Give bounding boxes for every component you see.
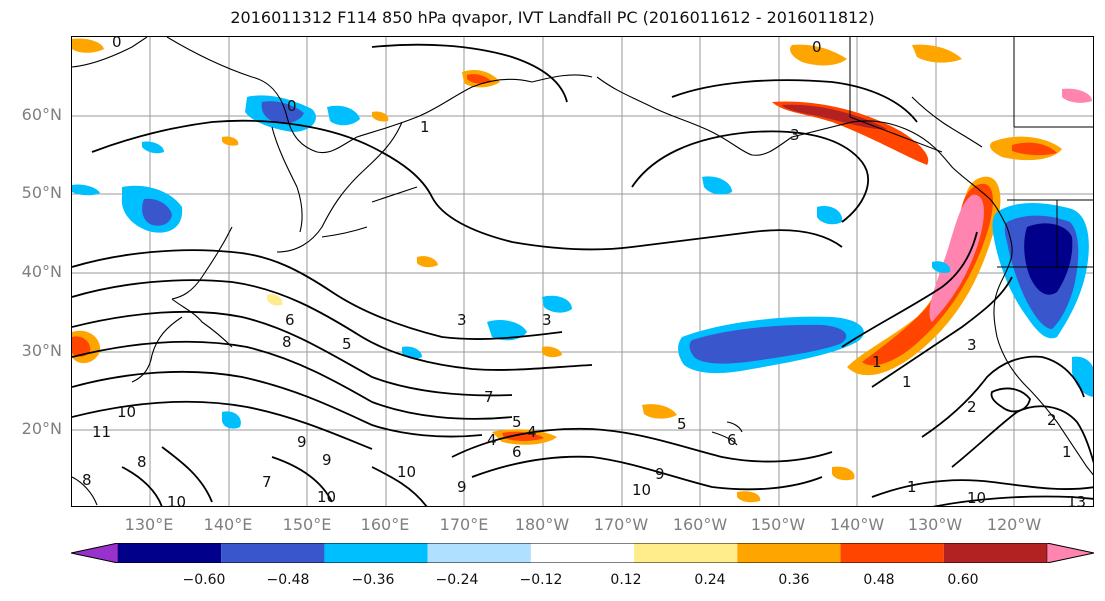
colorbar-tick-label: 0.48: [863, 572, 895, 588]
lon-label-160e: 160°E: [360, 515, 410, 534]
lat-label-40n: 40°N: [21, 262, 62, 281]
qvapor-positive-anomaly-shading: [72, 38, 1092, 503]
contour-label: 1: [907, 478, 917, 496]
map-canvas: 0 0 0 1 3 6 8 5 3 3 7 5 4 4 6 9 9 8 7 9 …: [72, 37, 1093, 507]
contour-value-labels: 0 0 0 1 3 6 8 5 3 3 7 5 4 4 6 9 9 8 7 9 …: [82, 37, 1086, 507]
contour-label: 8: [282, 333, 292, 351]
colorbar-extend-low: [70, 542, 119, 564]
lon-label-160w: 160°W: [672, 515, 728, 534]
lon-label-140w: 140°W: [829, 515, 885, 534]
colorbar-segment: [943, 543, 1047, 563]
contour-label: 8: [82, 471, 92, 489]
lon-label-130w: 130°W: [907, 515, 963, 534]
lon-label-150w: 150°W: [750, 515, 806, 534]
contour-label: 10: [397, 463, 416, 481]
lon-label-140e: 140°E: [203, 515, 253, 534]
figure-title: 2016011312 F114 850 hPa qvapor, IVT Land…: [230, 8, 875, 27]
contour-label: 1: [1062, 443, 1072, 461]
colorbar-segment: [427, 543, 531, 563]
colorbar-segment: [840, 543, 944, 563]
contour-label: 10: [967, 489, 986, 507]
colorbar-tick-label: −0.48: [266, 572, 310, 588]
colorbar-segment: [324, 543, 428, 563]
lon-label-170e: 170°E: [439, 515, 489, 534]
colorbar-extend-high: [1046, 542, 1095, 564]
map-panel: 0 0 0 1 3 6 8 5 3 3 7 5 4 4 6 9 9 8 7 9 …: [71, 36, 1094, 507]
contour-label: 0: [112, 37, 122, 51]
lat-label-30n: 30°N: [21, 341, 62, 360]
colorbar-segment: [530, 543, 635, 563]
contour-label: 9: [457, 478, 467, 496]
colorbar-tick-label: 0.36: [778, 572, 810, 588]
contour-label: 6: [512, 443, 522, 461]
colorbar-tick-label: 0.60: [947, 572, 979, 588]
contour-label: 10: [167, 493, 186, 507]
lon-label-180w: 180°W: [514, 515, 570, 534]
contour-label: 11: [92, 423, 111, 441]
ivt-contours: [72, 43, 1093, 506]
colorbar-segment: [221, 543, 325, 563]
contour-label: 3: [967, 336, 977, 354]
contour-label: 9: [322, 451, 332, 469]
contour-label: 2: [1047, 411, 1057, 429]
contour-label: 3: [457, 311, 467, 329]
graticule: [72, 37, 1093, 506]
qvapor-negative-anomaly-shading: [72, 95, 1093, 429]
boundaries: [849, 37, 1093, 268]
colorbar-tick-label: −0.24: [435, 572, 479, 588]
colorbar: [70, 542, 1095, 564]
colorbar-segment: [118, 543, 222, 563]
contour-label: 3: [542, 311, 552, 329]
contour-label: 4: [487, 431, 497, 449]
contour-label: 9: [655, 465, 665, 483]
contour-label: 1: [872, 353, 882, 371]
colorbar-tick-label: 0.12: [610, 572, 642, 588]
colorbar-tick-label: −0.60: [182, 572, 226, 588]
contour-label: 7: [262, 473, 272, 491]
colorbar-tick-label: −0.36: [351, 572, 395, 588]
contour-label: 10: [632, 481, 651, 499]
contour-label: 5: [512, 413, 522, 431]
colorbar-tick-label: 0.24: [694, 572, 726, 588]
contour-label: 2: [967, 398, 977, 416]
lat-label-60n: 60°N: [21, 105, 62, 124]
colorbar-segment: [737, 543, 841, 563]
contour-label: 13: [1067, 493, 1086, 507]
lon-label-120w: 120°W: [986, 515, 1042, 534]
contour-label: 4: [527, 423, 537, 441]
contour-label: 10: [317, 488, 336, 506]
contour-label: 5: [677, 415, 687, 433]
colorbar-segment: [634, 543, 738, 563]
contour-label: 7: [484, 388, 494, 406]
contour-label: 6: [727, 431, 737, 449]
contour-label: 10: [117, 403, 136, 421]
colorbar-tick-label: −0.12: [519, 572, 563, 588]
contour-label: 9: [297, 433, 307, 451]
coastlines: [72, 37, 1093, 506]
lon-label-130e: 130°E: [124, 515, 174, 534]
contour-label: 6: [285, 311, 295, 329]
contour-label: 1: [420, 118, 430, 136]
contour-label: 0: [812, 38, 822, 56]
contour-label: 0: [287, 97, 297, 115]
lon-label-170w: 170°W: [593, 515, 649, 534]
contour-label: 8: [137, 453, 147, 471]
contour-label: 1: [902, 373, 912, 391]
lat-label-20n: 20°N: [21, 419, 62, 438]
lon-label-150e: 150°E: [282, 515, 332, 534]
lat-label-50n: 50°N: [21, 183, 62, 202]
contour-label: 5: [342, 335, 352, 353]
contour-label: 3: [790, 126, 800, 144]
